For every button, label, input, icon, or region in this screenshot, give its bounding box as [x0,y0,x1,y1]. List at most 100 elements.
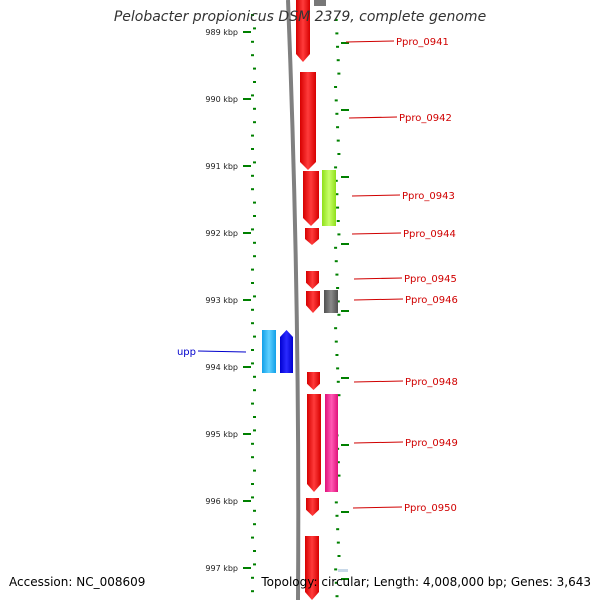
gene-label: Ppro_0941 [396,37,449,48]
minor-tick-left [253,550,256,552]
minor-tick-left [251,14,254,16]
minor-tick-left [251,282,254,284]
gene-label: Ppro_0948 [405,377,458,388]
minor-tick-left [251,94,254,97]
minor-tick-left [251,322,254,325]
major-tick-right [341,578,349,580]
gene-label: Ppro_0945 [404,274,457,285]
minor-tick-left [253,429,256,432]
backbone-arc [286,0,301,600]
leader-line [197,350,247,353]
minor-tick-left [253,375,256,378]
leader-line [352,506,403,509]
gene-label: Ppro_0944 [403,229,456,240]
major-tick-left [243,433,251,435]
minor-tick-right [334,19,338,21]
minor-tick-left [253,215,256,217]
gene-ppro0943 [322,170,336,226]
minor-tick-right [336,59,340,62]
minor-tick-right [335,32,339,35]
leader-line [351,194,401,197]
minor-tick-right [337,474,341,477]
minor-tick-left [251,40,254,43]
major-tick-right [341,176,349,178]
leader-line [353,277,403,280]
tick-label: 991 kbp [205,162,238,171]
minor-tick-left [253,241,256,244]
leader-line [345,40,395,43]
minor-tick-right [336,367,340,370]
minor-tick-left [251,148,254,150]
minor-tick-left [251,268,254,271]
gene-ppro0945b [306,291,320,313]
major-tick-right [341,511,349,513]
gene-ppro0949 [325,394,338,492]
gene-label: Ppro_0950 [404,503,457,514]
minor-tick-left [251,483,254,485]
major-tick-right [341,42,349,44]
major-tick-right [341,109,349,111]
minor-tick-right [336,287,340,289]
gene-label: Ppro_0946 [405,295,458,306]
gene-upp-cyan [262,330,276,373]
minor-tick-right [334,166,338,169]
tick-label: 997 kbp [205,564,238,573]
gene-ppro0944 [305,228,319,245]
minor-tick-left [253,81,256,83]
minor-tick-left [251,349,254,351]
minor-tick-left [251,134,254,137]
minor-tick-right [334,581,338,584]
minor-tick-right [337,72,341,75]
minor-tick-left [253,161,256,164]
minor-tick-left [251,228,254,231]
minor-tick-left [251,54,254,57]
minor-tick-right [334,246,338,249]
leader-line [348,116,398,119]
tick-label: 995 kbp [205,430,238,439]
minor-tick-left [253,27,256,30]
major-tick-right [341,310,349,312]
major-tick-left [243,232,251,234]
minor-tick-right [335,354,339,356]
major-tick-left [243,165,251,167]
minor-tick-left [251,362,254,365]
gene-label: Ppro_0942 [399,113,452,124]
minor-tick-left [251,536,254,539]
gene-label: Ppro_0943 [402,191,455,202]
minor-tick-left [253,523,256,526]
minor-tick-left [253,389,256,392]
minor-tick-right [334,568,338,571]
minor-tick-left [253,509,256,512]
tick-label: 996 kbp [205,497,238,506]
minor-tick-left [253,201,256,204]
leader-line [353,380,404,383]
minor-tick-left [251,174,254,177]
major-tick-left [243,500,251,502]
minor-tick-right [335,193,339,196]
minor-tick-left [251,590,254,593]
minor-tick-right [334,99,338,102]
minor-tick-left [251,442,254,445]
minor-tick-left [251,496,254,499]
leader-line [351,232,402,235]
topology-summary: Topology: circular; Length: 4,008,000 bp… [261,575,591,589]
minor-tick-right [336,541,340,544]
genome-title: Pelobacter propionicus DSM 2379, complet… [113,9,487,25]
major-tick-left [243,366,251,368]
tick-label: 993 kbp [205,296,238,305]
minor-tick-left [251,402,254,405]
gene-upp [280,330,293,373]
accession-text: Accession: NC_008609 [9,575,146,589]
minor-tick-right [334,327,338,330]
tick-label: 989 kbp [205,28,238,37]
minor-tick-left [253,335,256,338]
gene-ppro0946 [324,290,338,313]
minor-tick-right [336,206,340,209]
minor-tick-left [253,295,256,298]
minor-tick-right [336,220,340,222]
gene-next [305,536,319,600]
gene-ppro0941 [296,0,310,62]
gene-ppro0948 [307,372,320,390]
major-tick-right [341,377,349,379]
minor-tick-right [336,461,340,464]
